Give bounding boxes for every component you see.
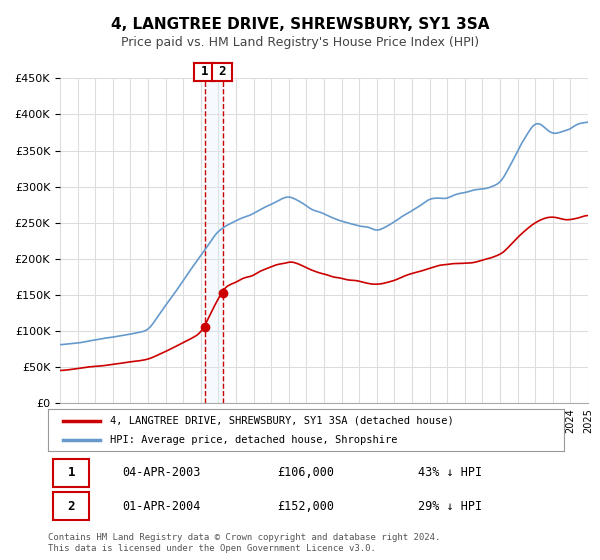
Text: 43% ↓ HPI: 43% ↓ HPI: [418, 466, 482, 479]
Text: 04-APR-2003: 04-APR-2003: [122, 466, 201, 479]
Text: £152,000: £152,000: [277, 500, 335, 513]
Text: HPI: Average price, detached house, Shropshire: HPI: Average price, detached house, Shro…: [110, 435, 397, 445]
Text: 4, LANGTREE DRIVE, SHREWSBURY, SY1 3SA (detached house): 4, LANGTREE DRIVE, SHREWSBURY, SY1 3SA (…: [110, 416, 454, 426]
Text: 2: 2: [67, 500, 75, 513]
Text: Price paid vs. HM Land Registry's House Price Index (HPI): Price paid vs. HM Land Registry's House …: [121, 36, 479, 49]
Text: £106,000: £106,000: [277, 466, 335, 479]
Text: 2: 2: [218, 66, 226, 78]
FancyBboxPatch shape: [53, 492, 89, 520]
FancyBboxPatch shape: [53, 459, 89, 487]
Bar: [205, 78, 223, 403]
Text: 1: 1: [67, 466, 75, 479]
Text: 29% ↓ HPI: 29% ↓ HPI: [418, 500, 482, 513]
Text: Contains HM Land Registry data © Crown copyright and database right 2024.
This d: Contains HM Land Registry data © Crown c…: [48, 533, 440, 553]
Text: 1: 1: [200, 66, 208, 78]
Text: 4, LANGTREE DRIVE, SHREWSBURY, SY1 3SA: 4, LANGTREE DRIVE, SHREWSBURY, SY1 3SA: [111, 17, 489, 32]
Text: 01-APR-2004: 01-APR-2004: [122, 500, 201, 513]
